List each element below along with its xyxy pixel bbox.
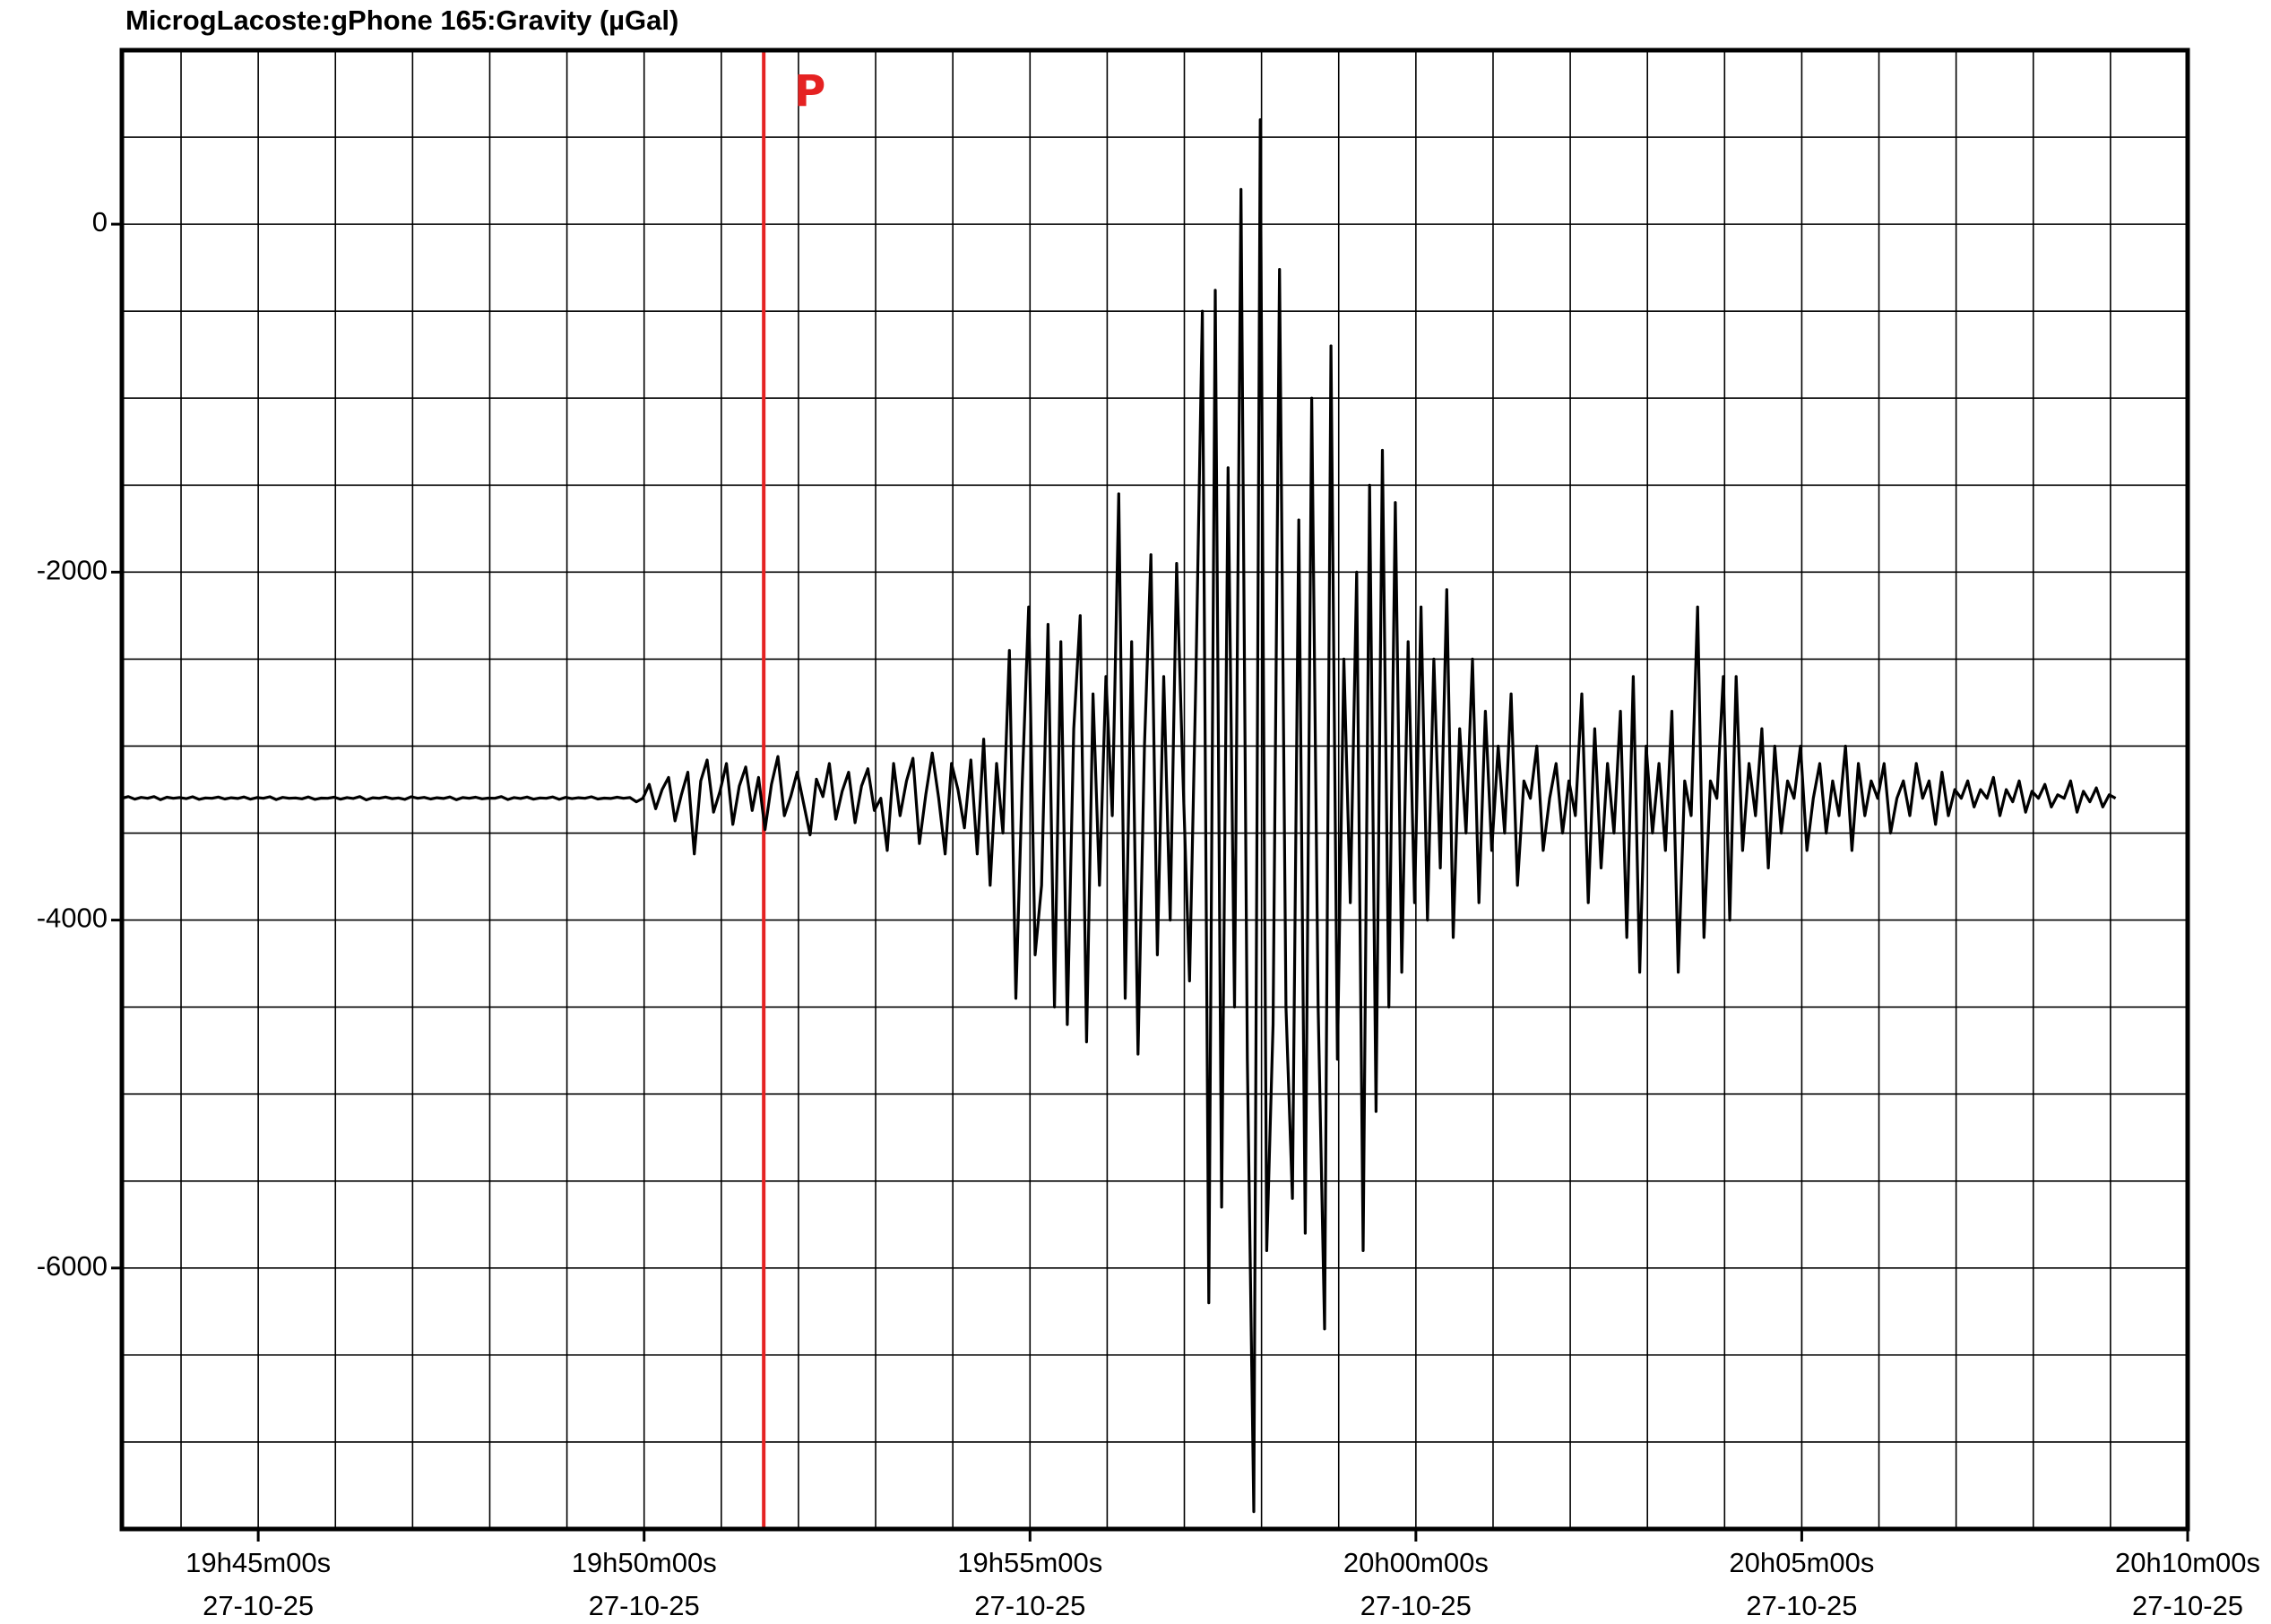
x-tick-time-label: 19h45m00s [186,1547,331,1578]
gravity-waveform [121,118,2117,1514]
y-tick-label: -6000 [37,1250,108,1282]
x-tick-time-label: 20h05m00s [1729,1547,1874,1578]
x-tick-date-label: 27-10-25 [589,1590,700,1621]
x-tick-date-label: 27-10-25 [2132,1590,2243,1621]
x-tick-time-label: 20h00m00s [1343,1547,1489,1578]
annotations: P [762,50,825,1529]
series [121,118,2117,1514]
x-tick-date-label: 27-10-25 [1746,1590,1857,1621]
plot-frame [119,48,2190,1532]
chart-title: MicrogLacoste:gPhone 165:Gravity (µGal) [125,4,678,36]
x-tick-time-label: 19h55m00s [957,1547,1102,1578]
y-tick-label: 0 [92,206,108,238]
axes: 0 -2000 -4000 -6000 19h45m00s 27-10-25 19h50m0… [37,206,2260,1621]
x-tick-date-label: 27-10-25 [203,1590,314,1621]
x-tick-date-label: 27-10-25 [974,1590,1085,1621]
x-tick-time-label: 19h50m00s [572,1547,717,1578]
y-tick-label: -2000 [37,554,108,585]
p-wave-marker-label: P [794,66,825,117]
y-tick-label: -4000 [37,903,108,934]
x-tick-time-label: 20h10m00s [2115,1547,2260,1578]
x-tick-date-label: 27-10-25 [1360,1590,1472,1621]
